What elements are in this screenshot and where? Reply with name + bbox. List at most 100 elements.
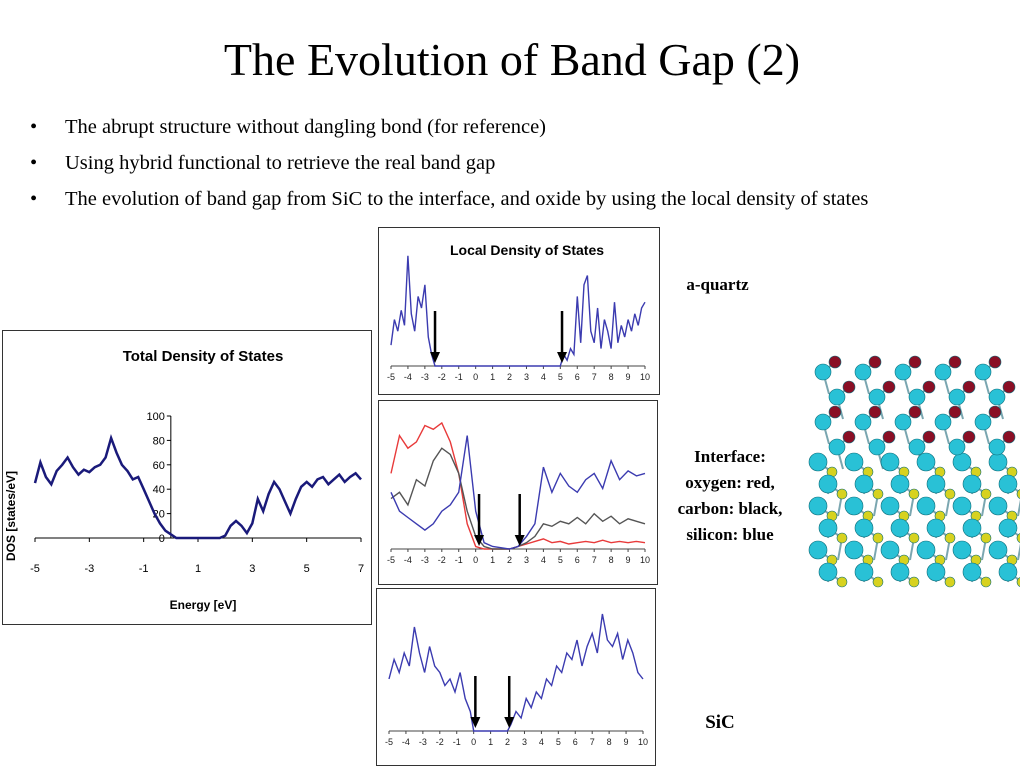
x-tick-label: -5 (30, 563, 40, 575)
x-tick-label: -3 (84, 563, 94, 575)
x-tick-label: 5 (558, 372, 563, 382)
x-tick-label: 9 (624, 737, 629, 747)
yellow-atom (944, 488, 956, 500)
red-atom (882, 430, 896, 444)
cyan-atom (916, 496, 936, 516)
x-tick-label: 8 (609, 372, 614, 382)
x-tick-label: -1 (455, 372, 463, 382)
x-tick-label: 10 (640, 555, 650, 565)
interface-label: Interface: oxygen: red, carbon: black, s… (650, 444, 810, 548)
red-atom (828, 405, 842, 419)
x-tick-label: 7 (590, 737, 595, 747)
red-atom (962, 430, 976, 444)
red-atom (868, 355, 882, 369)
x-tick-label: -3 (421, 555, 429, 565)
y-tick-label: 60 (153, 460, 165, 472)
x-tick-label: 2 (507, 555, 512, 565)
x-tick-label: 3 (249, 563, 255, 575)
cyan-atom (962, 562, 982, 582)
x-tick-label: 0 (473, 372, 478, 382)
x-tick-label: 1 (490, 555, 495, 565)
red-atom (922, 430, 936, 444)
cyan-atom (988, 540, 1008, 560)
x-tick-label: 1 (195, 563, 201, 575)
arrow-head (557, 352, 568, 363)
cyan-atom (814, 363, 832, 381)
cyan-atom (908, 388, 926, 406)
x-tick-label: -2 (436, 737, 444, 747)
x-tick-label: 7 (592, 372, 597, 382)
cyan-atom (926, 518, 946, 538)
bond-line (1017, 543, 1020, 561)
cyan-atom (854, 518, 874, 538)
crystal-structure-image (808, 355, 1020, 588)
cyan-atom (926, 562, 946, 582)
x-tick-label: -1 (139, 563, 149, 575)
yellow-atom (836, 576, 848, 588)
cyan-atom (880, 496, 900, 516)
yellow-atom (872, 576, 884, 588)
x-tick-label: 3 (524, 372, 529, 382)
x-tick-label: 2 (505, 737, 510, 747)
cyan-atom (988, 438, 1006, 456)
red-atom (842, 380, 856, 394)
x-tick-label: 5 (558, 555, 563, 565)
cyan-atom (948, 388, 966, 406)
cyan-atom (818, 518, 838, 538)
yellow-atom (908, 532, 920, 544)
x-tick-label: -1 (453, 737, 461, 747)
x-tick-label: 9 (626, 372, 631, 382)
x-tick-label: -3 (419, 737, 427, 747)
interface-label-line: carbon: black, (677, 499, 783, 518)
red-atom (948, 405, 962, 419)
x-tick-label: -4 (404, 372, 412, 382)
cyan-atom (934, 363, 952, 381)
cyan-atom (854, 562, 874, 582)
cyan-atom (974, 413, 992, 431)
total-dos-panel: Total Density of States Energy [eV] DOS … (2, 330, 372, 625)
cyan-atom (890, 474, 910, 494)
x-tick-label: -2 (438, 555, 446, 565)
yellow-atom (836, 488, 848, 500)
x-tick-label: -3 (421, 372, 429, 382)
x-tick-label: 9 (626, 555, 631, 565)
arrow-head (470, 717, 481, 728)
cyan-atom (818, 562, 838, 582)
cyan-atom (894, 363, 912, 381)
x-tick-label: 0 (471, 737, 476, 747)
cyan-atom (974, 363, 992, 381)
cyan-atom (880, 540, 900, 560)
x-tick-label: 10 (640, 372, 650, 382)
x-tick-label: 6 (575, 555, 580, 565)
x-tick-label: -5 (385, 737, 393, 747)
x-tick-label: 8 (607, 737, 612, 747)
bullet-item: The abrupt structure without dangling bo… (30, 112, 990, 142)
cyan-atom (844, 496, 864, 516)
x-tick-label: 2 (507, 372, 512, 382)
yellow-atom (980, 532, 992, 544)
yellow-atom (980, 576, 992, 588)
arrow-head (474, 535, 485, 546)
ldos-series-line (390, 421, 646, 550)
yellow-atom (944, 576, 956, 588)
cyan-atom (988, 496, 1008, 516)
y-tick-label: 80 (153, 435, 165, 447)
x-tick-label: 4 (541, 555, 546, 565)
y-tick-label: 40 (153, 484, 165, 496)
x-tick-label: -4 (404, 555, 412, 565)
cyan-atom (952, 452, 972, 472)
interface-label-line: silicon: blue (686, 525, 774, 544)
cyan-atom (998, 518, 1018, 538)
x-tick-label: 5 (304, 563, 310, 575)
yellow-atom (908, 488, 920, 500)
cyan-atom (844, 452, 864, 472)
cyan-atom (854, 413, 872, 431)
ldos-chart-quartz: Local Density of States -5 -4 -3 -2 -1 0 1 2 3 4 5… (387, 242, 650, 382)
cyan-atom (948, 438, 966, 456)
x-tick-label: -1 (455, 555, 463, 565)
y-tick-label: 100 (146, 411, 164, 423)
cyan-atom (934, 413, 952, 431)
x-tick-label: 6 (575, 372, 580, 382)
ldos-panel-sic: -5 -4 -3 -2 -1 0 1 2 3 4 5 6 7 8 9 10 (376, 588, 656, 766)
yellow-atom (872, 488, 884, 500)
